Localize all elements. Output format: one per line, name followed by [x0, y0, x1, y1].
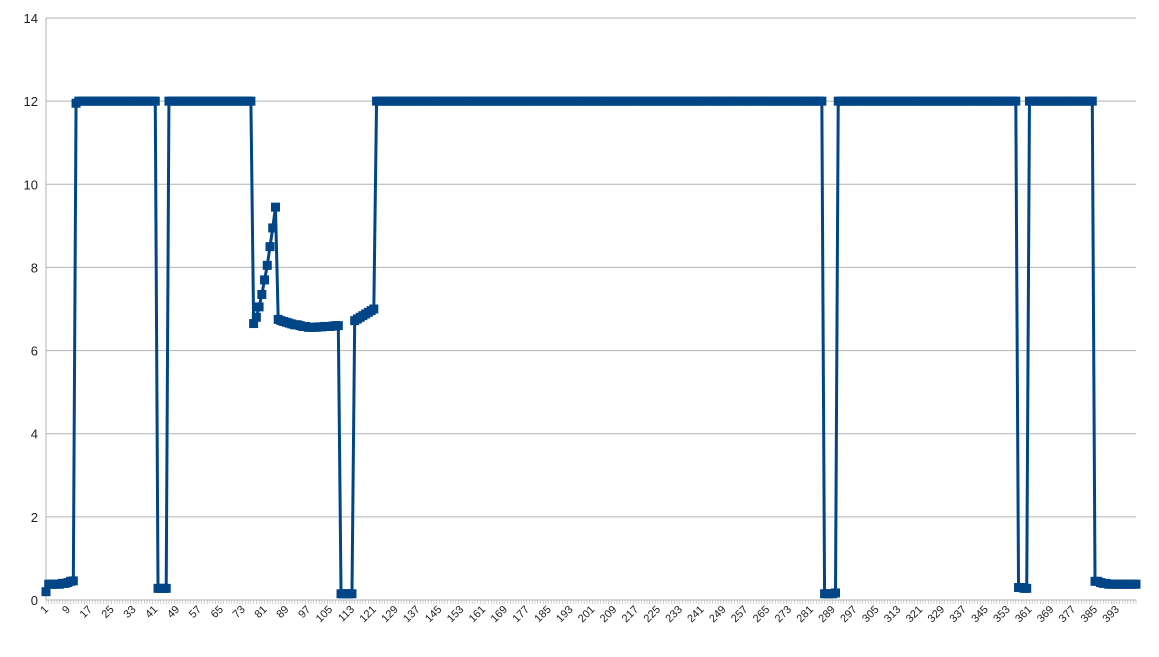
data-point [1011, 96, 1021, 106]
x-tick-label: 361 [1013, 604, 1034, 625]
x-tick-label: 25 [100, 604, 117, 621]
x-tick-label: 153 [445, 604, 466, 625]
series-0 [41, 96, 1141, 599]
data-point [333, 321, 343, 331]
x-tick-label: 393 [1101, 604, 1122, 625]
x-tick-label: 369 [1035, 604, 1056, 625]
x-tick-label: 305 [860, 604, 881, 625]
x-tick-label: 89 [274, 604, 291, 621]
data-point [251, 312, 261, 322]
x-tick-label: 81 [253, 604, 270, 621]
x-tick-label: 281 [795, 604, 816, 625]
x-tick-label: 193 [554, 604, 575, 625]
x-tick-label: 169 [489, 604, 510, 625]
data-point [1022, 583, 1032, 593]
x-tick-label: 265 [751, 604, 772, 625]
y-tick-label: 6 [31, 344, 38, 359]
x-tick-label: 225 [642, 604, 663, 625]
data-point [262, 260, 272, 270]
data-point [369, 304, 379, 314]
x-tick-label: 137 [401, 604, 422, 625]
x-tick-label: 313 [882, 604, 903, 625]
x-tick-label: 209 [598, 604, 619, 625]
y-tick-labels: 0 2 4 6 8 10 12 14 [24, 11, 38, 608]
data-point [68, 576, 78, 586]
data-point [254, 302, 264, 312]
x-tick-label: 273 [773, 604, 794, 625]
x-tick-label: 9 [60, 604, 73, 617]
x-tick-label: 49 [165, 604, 182, 621]
data-point [1087, 96, 1097, 106]
y-tick-label: 0 [31, 593, 38, 608]
data-point [257, 289, 267, 299]
data-point [41, 587, 51, 597]
y-tick-label: 10 [24, 177, 38, 192]
x-tick-label: 337 [948, 604, 969, 625]
data-point [246, 96, 256, 106]
data-point [260, 275, 270, 285]
x-tick-label: 33 [121, 604, 138, 621]
data-point [150, 96, 160, 106]
x-tick-label: 1 [38, 604, 51, 617]
gridlines [46, 17, 1136, 518]
x-tick-label: 161 [467, 604, 488, 625]
x-tick-label: 257 [729, 604, 750, 625]
x-tick-label: 329 [926, 604, 947, 625]
data-point [265, 242, 275, 252]
data-point [830, 588, 840, 598]
x-tick-label: 185 [532, 604, 553, 625]
axes [45, 18, 1137, 604]
x-tick-label: 241 [685, 604, 706, 625]
x-tick-label: 17 [78, 604, 95, 621]
x-tick-label: 377 [1057, 604, 1078, 625]
x-tick-label: 65 [209, 604, 226, 621]
x-tick-label: 57 [187, 604, 204, 621]
data-point [249, 319, 259, 329]
x-tick-label: 97 [296, 604, 313, 621]
x-tick-labels: 1 9 17 25 33 41 49 57 65 73 81 89 97 105 113 121 129 137 1… [38, 604, 1122, 625]
x-tick-label: 321 [904, 604, 925, 625]
x-tick-label: 177 [510, 604, 531, 625]
x-tick-label: 217 [620, 604, 641, 625]
x-tick-label: 41 [143, 604, 160, 621]
x-tick-label: 129 [379, 604, 400, 625]
data-point [270, 202, 280, 212]
data-point [347, 589, 357, 599]
data-point [161, 583, 171, 593]
x-tick-label: 113 [336, 604, 357, 625]
y-tick-label: 8 [31, 260, 38, 275]
x-tick-label: 385 [1079, 604, 1100, 625]
x-tick-label: 73 [231, 604, 248, 621]
x-tick-label: 345 [969, 604, 990, 625]
data-point [1131, 579, 1141, 589]
x-tick-label: 249 [707, 604, 728, 625]
data-point [268, 223, 278, 233]
series-line [44, 99, 1136, 596]
y-tick-label: 12 [24, 94, 38, 109]
x-tick-label: 233 [663, 604, 684, 625]
data-point [817, 96, 827, 106]
x-tick-label: 121 [357, 604, 378, 625]
x-tick-label: 201 [576, 604, 597, 625]
x-tick-label: 145 [423, 604, 444, 625]
x-tick-label: 353 [991, 604, 1012, 625]
y-tick-label: 4 [31, 427, 38, 442]
x-tick-label: 297 [838, 604, 859, 625]
y-tick-label: 2 [31, 510, 38, 525]
y-tick-label: 14 [24, 11, 38, 26]
x-tick-label: 289 [816, 604, 837, 625]
x-tick-label: 105 [314, 604, 335, 625]
